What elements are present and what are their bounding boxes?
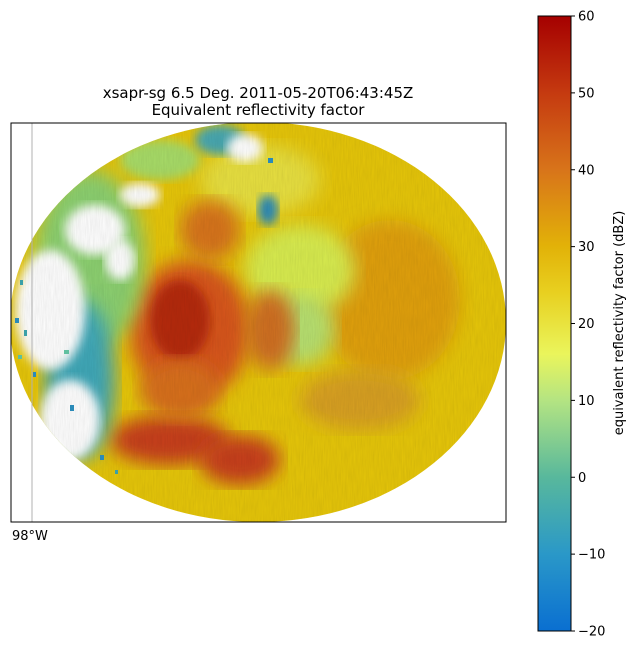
colorbar-tick-label: 20 (578, 317, 595, 332)
colorbar-title: equivalent reflectivity factor (dBZ) (612, 211, 627, 436)
colorbar-tick-label: −10 (578, 548, 605, 563)
plot-title-line2: Equivalent reflectivity factor (151, 101, 365, 119)
colorbar-tick-label: 40 (578, 163, 595, 178)
radar-reflectivity-field (11, 123, 506, 522)
longitude-label: 98°W (12, 529, 48, 544)
colorbar-tick-label: 60 (578, 10, 595, 25)
colorbar-gradient (537, 15, 572, 632)
map-frame (10, 122, 507, 523)
colorbar-ticks: 60 50 40 30 20 10 0 −10 −20 (571, 10, 605, 640)
colorbar-tick-label: 0 (578, 471, 586, 486)
colorbar-tick-label: 10 (578, 394, 595, 409)
colorbar-tick-label: 50 (578, 86, 595, 101)
colorbar-tick-label: −20 (578, 625, 605, 640)
plot-title-line1: xsapr-sg 6.5 Deg. 2011-05-20T06:43:45Z (102, 84, 414, 102)
colorbar-tick-label: 30 (578, 240, 595, 255)
scattered-echoes (15, 158, 273, 474)
